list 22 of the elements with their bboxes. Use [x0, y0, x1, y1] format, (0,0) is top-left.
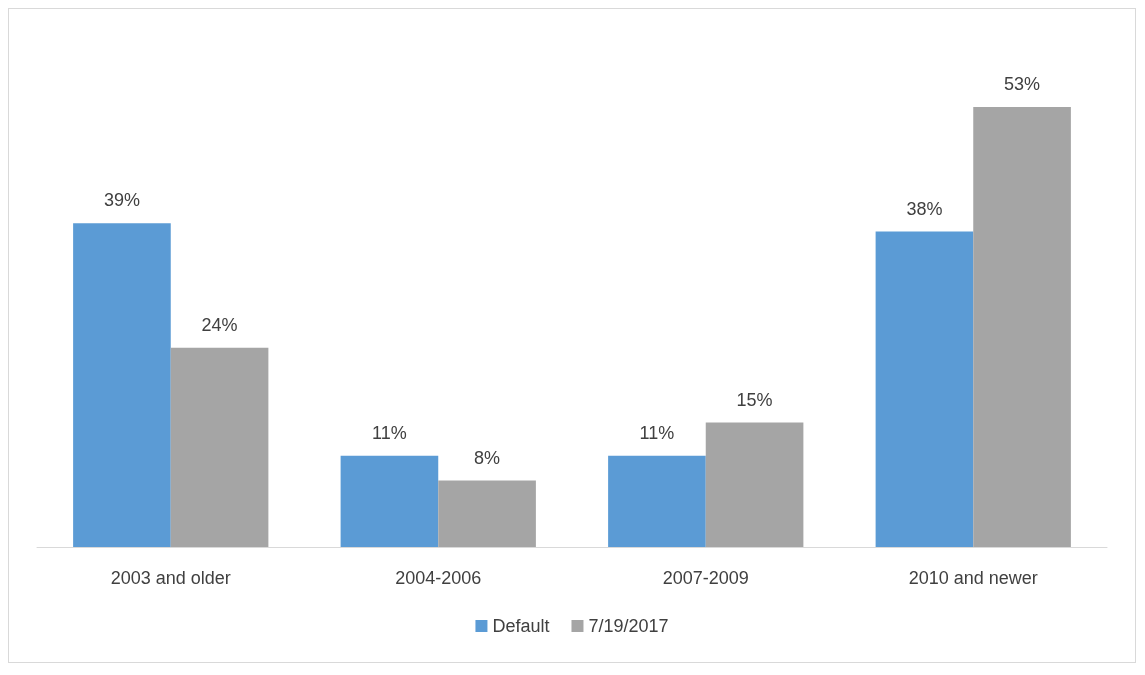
data-label: 11%	[372, 422, 407, 443]
data-label: 53%	[1004, 74, 1041, 95]
bar	[170, 347, 269, 547]
bar	[875, 231, 974, 547]
data-label: 11%	[639, 422, 675, 443]
bar	[438, 480, 536, 547]
x-tick-label: 2010 and newer	[908, 568, 1038, 588]
legend-label: Default	[492, 616, 550, 636]
legend-label: 7/19/2017	[588, 616, 669, 636]
data-label: 38%	[906, 198, 943, 219]
bar	[705, 422, 804, 547]
x-tick-label: 2004-2006	[395, 568, 482, 588]
data-label: 39%	[103, 190, 140, 211]
bar	[973, 107, 1071, 547]
bar	[340, 455, 439, 547]
data-label: 8%	[474, 447, 501, 468]
x-tick-label: 2007-2009	[662, 568, 749, 588]
data-label: 15%	[736, 389, 773, 410]
bar	[608, 455, 706, 547]
bar	[73, 223, 171, 547]
data-label: 24%	[201, 314, 238, 335]
x-tick-label: 2003 and older	[110, 568, 231, 588]
